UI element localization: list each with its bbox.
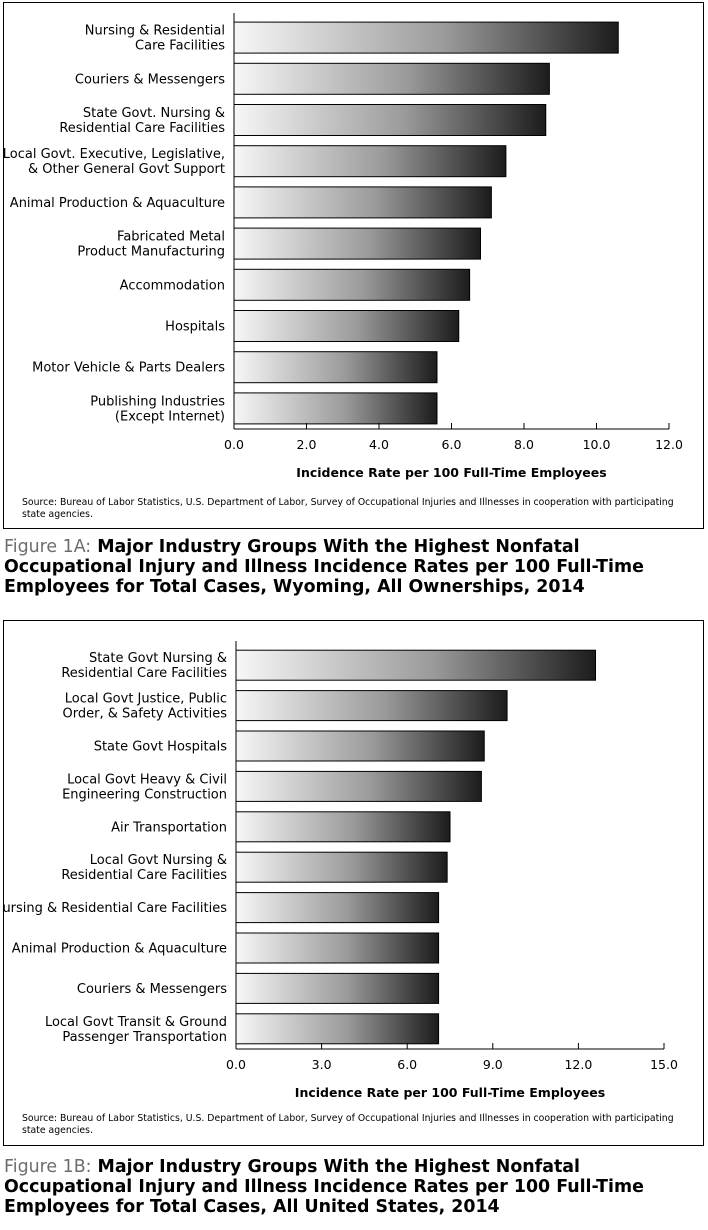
bar-1b-5 [235,811,451,843]
category-label-1a-5: Animal Production & Aquaculture [10,196,225,211]
bar-1b-8 [235,932,440,964]
x-tick-label-1b-1: 0.0 [226,1057,246,1072]
x-tick-label-1b-6: 15.0 [650,1057,678,1072]
figure-label-1b: Figure 1B: [4,1157,92,1177]
x-tick-label-1a-1: 0.0 [224,437,244,452]
bar-1b-6 [235,851,448,883]
x-tick-label-1a-2: 2.0 [297,437,317,452]
category-label-1a-3-line2: Residential Care Facilities [59,121,225,136]
category-label-1b-6-line2: Residential Care Facilities [61,868,227,883]
category-label-1b-3: State Govt Hospitals [94,740,228,755]
bar-chart-1b: State Govt Nursing &Residential Care Fac… [4,641,678,1100]
figure-title-1a: Major Industry Groups With the Highest N… [4,537,644,597]
category-label-1b-7: Nursing & Residential Care Facilities [4,901,227,916]
bar-1a-5 [233,186,492,219]
category-label-1b-5: Air Transportation [111,820,227,835]
category-label-1b-9: Couriers & Messengers [77,982,227,997]
category-label-1b-2-line2: Order, & Safety Activities [63,707,228,722]
category-label-1a-6-line1: Fabricated Metal [117,230,225,245]
category-label-1b-4-line2: Engineering Construction [62,787,227,802]
bar-1b-2 [235,690,508,722]
source-note-1b: Source: Bureau of Labor Statistics, U.S.… [22,1113,674,1136]
bar-1a-4 [233,145,507,178]
x-tick-label-1a-3: 4.0 [369,437,389,452]
bar-1a-2 [233,62,550,95]
chart-panel-1a: Nursing & Residential Care Facilities Cour… [3,2,704,529]
category-label-1b-10-line1: Local Govt Transit & Ground [45,1015,227,1030]
x-tick-label-1a-7: 12.0 [655,437,683,452]
x-tick-label-1b-5: 12.0 [564,1057,592,1072]
bar-1a-9 [233,351,438,384]
category-label-1a-3-line1: State Govt. Nursing & [83,106,225,121]
bar-1b-10 [235,1013,440,1045]
chart-panel-1b: State Govt Nursing & Residential Care Fac… [3,620,704,1146]
x-tick-label-1a-5: 8.0 [514,437,534,452]
bar-1a-10 [233,392,438,425]
category-label-1a-10-line1: Publishing Industries [90,394,225,409]
bar-1b-3 [235,730,485,762]
bar-1a-1 [233,21,619,54]
bar-1a-7 [233,268,471,301]
category-label-1a-8: Hospitals [165,320,225,335]
category-label-1a-4-line2: & Other General Govt Support [28,162,225,177]
x-tick-label-1b-4: 9.0 [483,1057,503,1072]
category-label-1b-8: Animal Production & Aquaculture [12,942,227,957]
bar-1a-6 [233,227,481,260]
bar-1b-7 [235,892,440,924]
bar-1a-8 [233,310,460,342]
category-label-1a-2: Couriers & Messengers [75,72,225,87]
bar-1b-4 [235,770,482,802]
bar-1a-3 [233,104,547,136]
category-label-1a-9: Motor Vehicle & Parts Dealers [32,361,225,376]
category-label-1b-1-line2: Residential Care Facilities [61,666,227,681]
x-tick-label-1a-4: 6.0 [442,437,462,452]
figure-title-1b: Major Industry Groups With the Highest N… [4,1157,644,1217]
category-label-1a-10-line2: (Except Internet) [115,409,225,424]
category-label-1b-6-line1: Local Govt Nursing & [90,853,227,868]
category-label-1b-10-line2: Passenger Transportation [62,1030,227,1045]
category-label-1a-4-line1: Local Govt. Executive, Legislative, [4,147,225,162]
x-axis-title-1a: Incidence Rate per 100 Full-Time Employe… [296,465,606,480]
bar-1b-9 [235,972,440,1004]
category-label-1a-6-line2: Product Manufacturing [77,245,225,260]
bar-1b-1 [235,649,597,681]
category-label-1a-1-line1: Nursing & Residential [85,24,225,39]
figure-caption-1a: Figure 1A: Major Industry Groups With th… [4,537,706,597]
category-label-1a-7: Accommodation [120,278,225,293]
source-note-1a: Source: Bureau of Labor Statistics, U.S.… [22,497,674,520]
category-label-1a-1-line2: Care Facilities [135,39,225,54]
figure-caption-1b: Figure 1B: Major Industry Groups With th… [4,1157,706,1217]
category-label-1b-1-line1: State Govt Nursing & [89,651,227,666]
x-axis-title-1b: Incidence Rate per 100 Full-Time Employe… [295,1085,605,1100]
x-tick-label-1a-6: 10.0 [583,437,611,452]
category-label-1b-4-line1: Local Govt Heavy & Civil [67,772,227,787]
x-tick-label-1b-2: 3.0 [312,1057,332,1072]
category-label-1b-2-line1: Local Govt Justice, Public [65,692,227,707]
x-tick-label-1b-3: 6.0 [397,1057,417,1072]
figure-label-1a: Figure 1A: [4,537,92,557]
